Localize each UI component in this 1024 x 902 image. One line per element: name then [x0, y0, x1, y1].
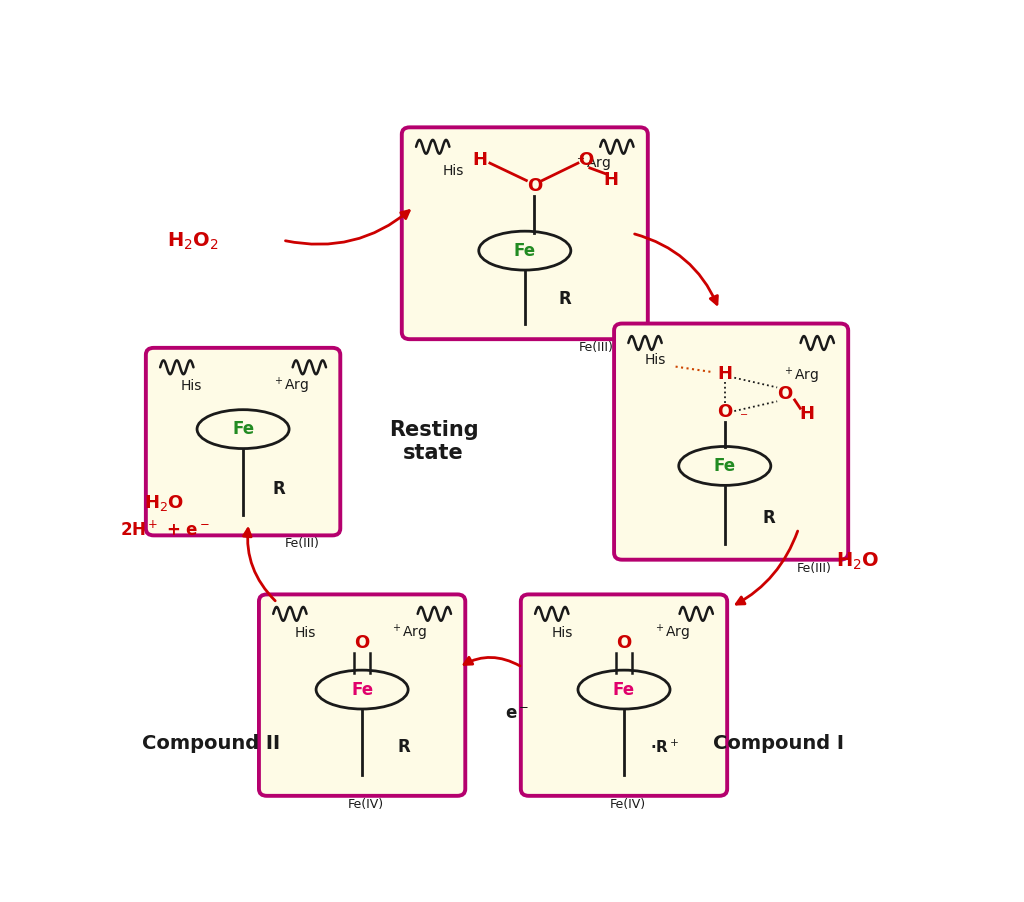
Text: Fe(IV): Fe(IV) [348, 797, 384, 811]
Text: O: O [777, 385, 793, 403]
Ellipse shape [479, 231, 570, 270]
Text: Fe: Fe [351, 681, 373, 698]
FancyBboxPatch shape [259, 594, 465, 796]
Text: Fe(III): Fe(III) [285, 538, 321, 550]
Text: Resting
state: Resting state [389, 420, 478, 464]
FancyBboxPatch shape [521, 594, 727, 796]
Text: ·R$^+$: ·R$^+$ [650, 739, 680, 756]
Ellipse shape [578, 670, 670, 709]
Text: O: O [579, 151, 594, 169]
Text: R: R [558, 290, 570, 308]
FancyBboxPatch shape [614, 324, 848, 559]
Text: $^+$Arg: $^+$Arg [573, 153, 611, 174]
Text: $^-$: $^-$ [736, 411, 748, 425]
Text: His: His [442, 164, 464, 178]
Text: His: His [181, 379, 202, 393]
Text: O: O [526, 177, 542, 195]
Text: His: His [294, 626, 315, 640]
Text: R: R [763, 509, 775, 527]
Text: H: H [473, 151, 487, 169]
Ellipse shape [679, 446, 771, 485]
FancyBboxPatch shape [401, 127, 648, 339]
Text: O: O [354, 634, 370, 652]
Text: H: H [604, 171, 618, 189]
Ellipse shape [197, 410, 289, 448]
Text: $^+$Arg: $^+$Arg [653, 622, 690, 643]
Text: R: R [272, 480, 285, 498]
Text: H$_2$O: H$_2$O [837, 550, 880, 572]
Text: O: O [616, 634, 632, 652]
Text: Fe(III): Fe(III) [797, 562, 831, 575]
Text: $^+$Arg: $^+$Arg [272, 376, 309, 396]
Text: 2H$^+$ + e$^-$: 2H$^+$ + e$^-$ [120, 520, 210, 539]
Text: Fe: Fe [232, 420, 254, 438]
Text: Fe(III): Fe(III) [579, 341, 613, 354]
Text: H$_2$O$_2$: H$_2$O$_2$ [167, 231, 219, 253]
Text: e$^-$: e$^-$ [505, 704, 529, 723]
Text: H$_2$O: H$_2$O [143, 492, 183, 512]
Text: Fe(IV): Fe(IV) [610, 797, 646, 811]
Text: His: His [645, 353, 667, 367]
FancyBboxPatch shape [145, 348, 340, 536]
Ellipse shape [316, 670, 409, 709]
Text: H: H [799, 405, 814, 423]
Text: Fe: Fe [613, 681, 635, 698]
Text: O: O [717, 403, 732, 421]
Text: His: His [551, 626, 572, 640]
Text: Fe: Fe [714, 457, 736, 475]
Text: Compound II: Compound II [142, 734, 281, 753]
Text: H: H [717, 364, 732, 382]
Text: $^+$Arg: $^+$Arg [389, 622, 427, 643]
Text: Compound I: Compound I [714, 734, 844, 753]
Text: R: R [397, 738, 410, 756]
Text: Fe: Fe [514, 242, 536, 260]
Text: $^+$Arg: $^+$Arg [782, 365, 819, 386]
